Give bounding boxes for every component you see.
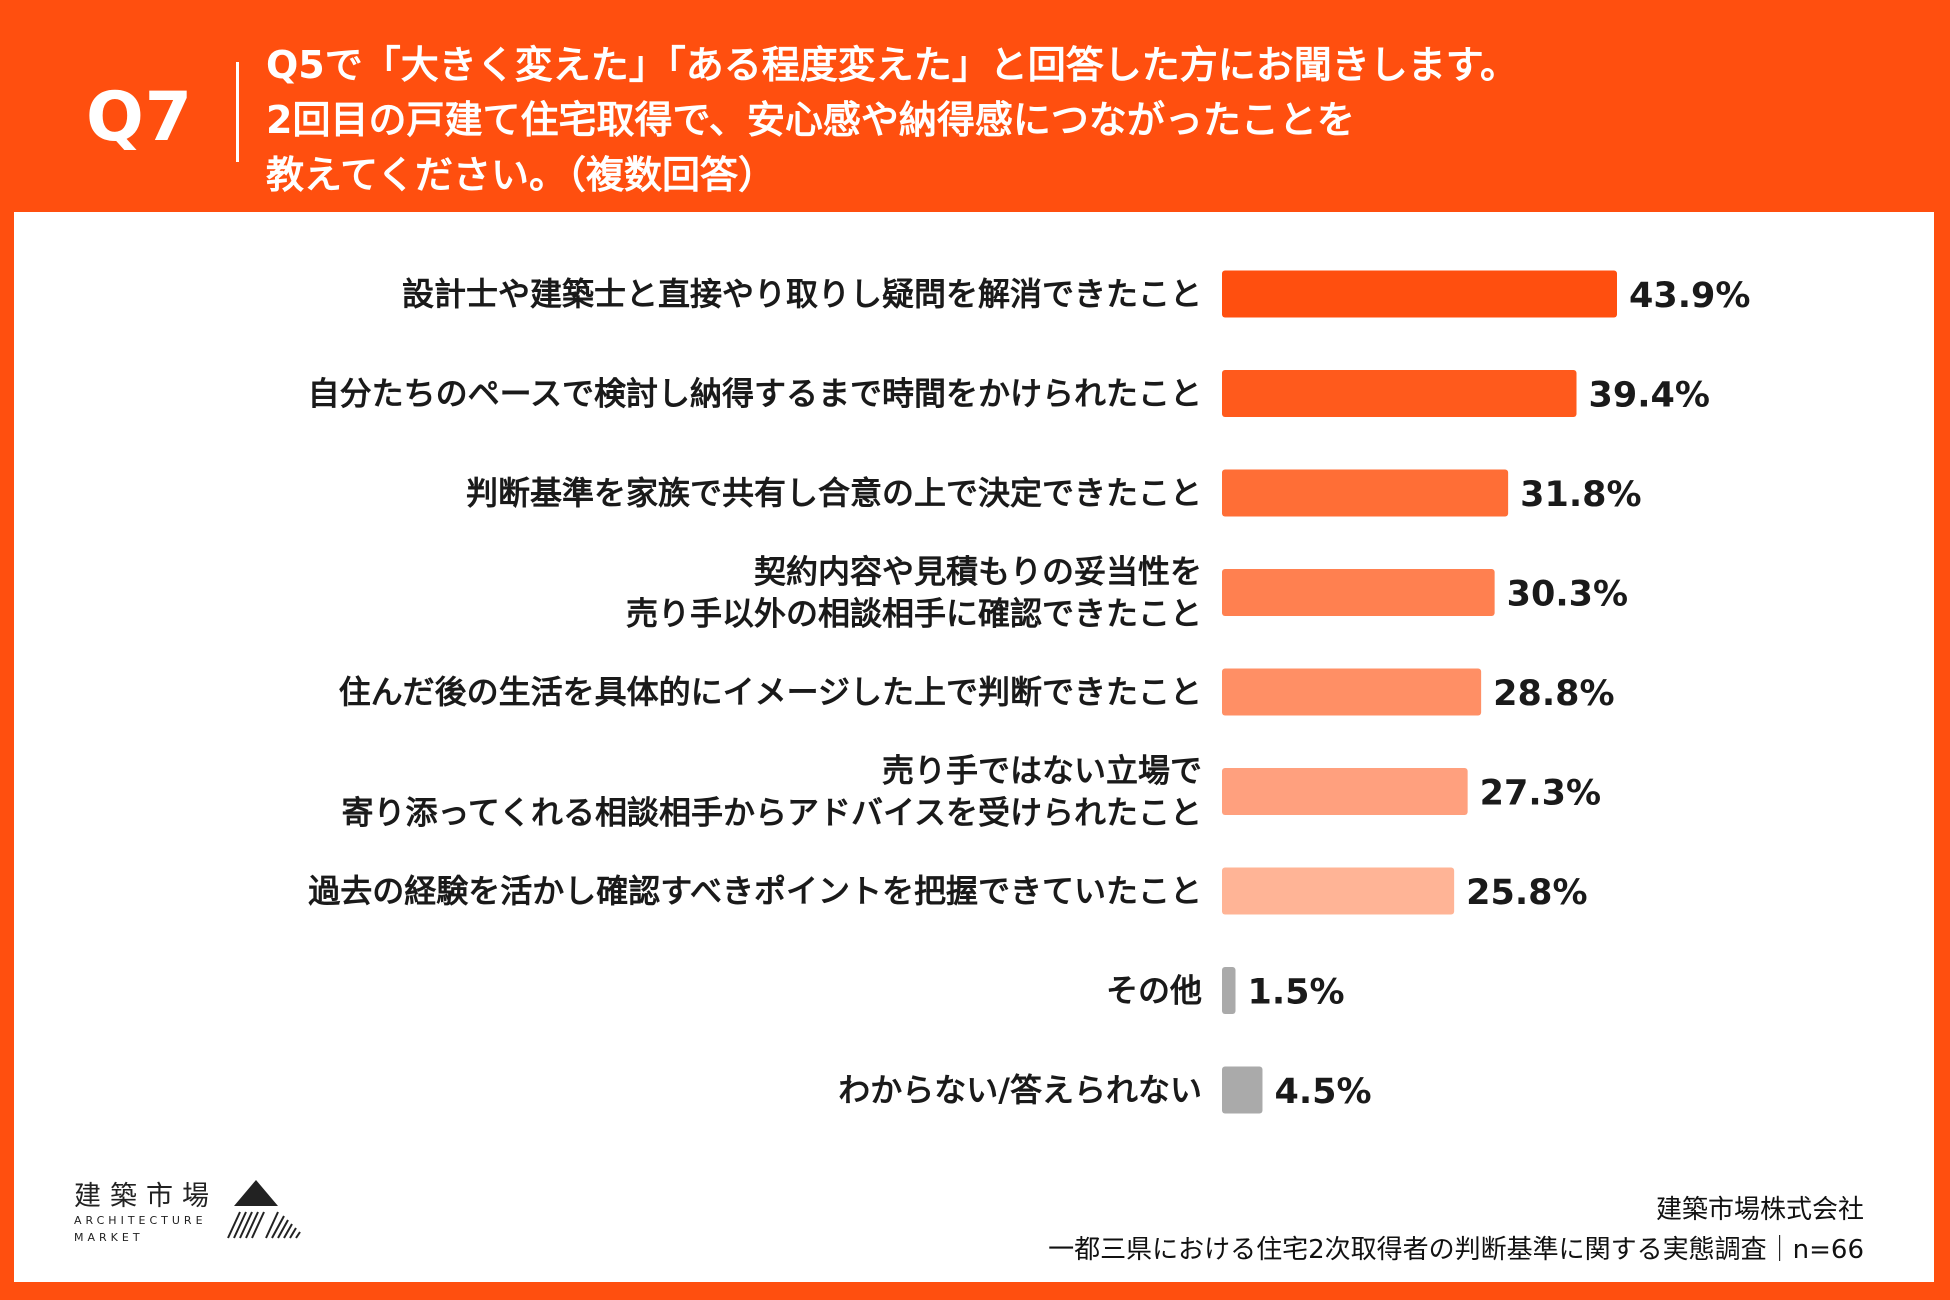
question-line-1: Q5で「大きく変えた」「ある程度変えた」と回答した方にお聞きします。 bbox=[266, 43, 1518, 87]
question-line-2: 2回目の戸建て住宅取得で、安心感や納得感につながったことを bbox=[266, 98, 1355, 142]
bar-1 bbox=[1222, 270, 1617, 318]
value-label-1: 43.9% bbox=[1629, 276, 1750, 316]
bar-2 bbox=[1222, 370, 1577, 417]
logo-mark-icon bbox=[227, 1180, 301, 1239]
chart-panel: 43.9% 設計士や建築士と直接やり取りし疑問を解消できたこと 39.4% 自分たちの… bbox=[14, 212, 1934, 1282]
category-label-8: その他 bbox=[1106, 972, 1202, 1010]
value-label-7: 25.8% bbox=[1466, 873, 1587, 913]
bar-5 bbox=[1222, 668, 1482, 716]
category-label-1: 設計士や建築士と直接やり取りし疑問を解消できたこと bbox=[402, 275, 1202, 313]
question-line-3: 教えてください。（複数回答） bbox=[266, 153, 776, 197]
value-label-6: 27.3% bbox=[1480, 774, 1601, 814]
category-label-4-line-2: 売り手以外の相談相手に確認できたこと bbox=[626, 595, 1202, 633]
value-label-4: 30.3% bbox=[1507, 575, 1628, 615]
bar-8 bbox=[1222, 967, 1236, 1014]
category-label-6-line-2: 寄り添ってくれる相談相手からアドバイスを受けられたこと bbox=[342, 794, 1202, 832]
bar-9 bbox=[1222, 1066, 1263, 1114]
bar-7 bbox=[1222, 867, 1455, 915]
category-label-4-line-1: 契約内容や見積もりの妥当性を bbox=[754, 553, 1202, 591]
value-label-5: 28.8% bbox=[1493, 674, 1614, 714]
company-logo: 建築市場 ARCHITECTURE MARKET bbox=[74, 1174, 374, 1254]
footer-survey: 一都三県における住宅2次取得者の判断基準に関する実態調査｜n=66 bbox=[1048, 1235, 1864, 1265]
logo-name: 建築市場 bbox=[74, 1181, 218, 1212]
value-label-2: 39.4% bbox=[1589, 376, 1710, 416]
logo-english-line-2: MARKET bbox=[74, 1231, 144, 1244]
question-number: Q7 bbox=[86, 78, 194, 157]
bar-4 bbox=[1222, 569, 1495, 616]
category-label-2: 自分たちのペースで検討し納得するまで時間をかけられたこと bbox=[308, 375, 1202, 413]
value-label-8: 1.5% bbox=[1247, 973, 1344, 1013]
footer-company: 建築市場株式会社 bbox=[1655, 1195, 1864, 1225]
category-label-7: 過去の経験を活かし確認すべきポイントを把握できていたこと bbox=[308, 872, 1202, 910]
category-label-5: 住んだ後の生活を具体的にイメージした上で判断できたこと bbox=[339, 673, 1202, 711]
bar-6 bbox=[1222, 768, 1468, 815]
value-label-3: 31.8% bbox=[1520, 475, 1641, 515]
logo-english-line-1: ARCHITECTURE bbox=[74, 1214, 207, 1227]
category-label-9: わからない/答えられない bbox=[838, 1071, 1202, 1109]
bar-3 bbox=[1222, 469, 1509, 517]
header-divider bbox=[236, 62, 239, 162]
footer-source: 建築市場株式会社 一都三県における住宅2次取得者の判断基準に関する実態調査｜n=… bbox=[1048, 1190, 1864, 1270]
bar-chart: 43.9% 設計士や建築士と直接やり取りし疑問を解消できたこと 39.4% 自分たちの… bbox=[308, 270, 1750, 1114]
question-text: Q5で「大きく変えた」「ある程度変えた」と回答した方にお聞きします。 2回目の戸… bbox=[266, 38, 1866, 203]
category-label-6-line-1: 売り手ではない立場で bbox=[882, 752, 1202, 790]
category-label-3: 判断基準を家族で共有し合意の上で決定できたこと bbox=[466, 474, 1202, 512]
value-label-9: 4.5% bbox=[1274, 1072, 1371, 1112]
